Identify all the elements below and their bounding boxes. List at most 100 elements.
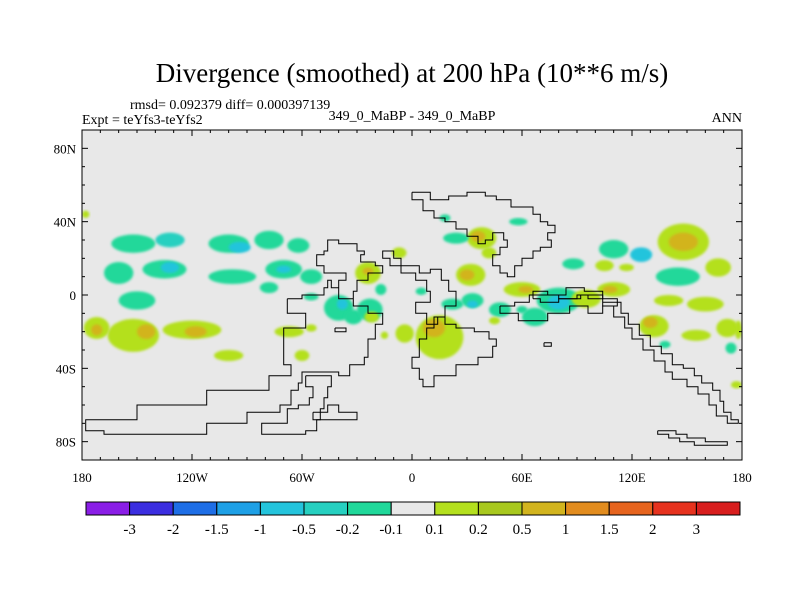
field-blob	[294, 350, 310, 361]
y-tick-label: 0	[70, 288, 77, 303]
field-blob	[259, 282, 279, 294]
colorbar-label: 0.1	[425, 522, 444, 538]
field-blob	[118, 291, 156, 310]
field-blob	[562, 258, 585, 270]
field-blob	[643, 317, 658, 328]
x-axis: 180 120W 60W 0 60E 120E 180	[72, 130, 752, 485]
field-blob	[287, 238, 310, 253]
field-blob	[518, 285, 534, 294]
colorbar-swatch	[434, 501, 479, 516]
field-blob	[467, 300, 478, 308]
field-blob	[184, 326, 207, 338]
field-blob	[82, 210, 90, 218]
chart-title: Divergence (smoothed) at 200 hPa (10**6 …	[156, 58, 668, 88]
field-blob	[705, 258, 732, 277]
x-tick-label: 180	[72, 470, 92, 485]
field-blob	[208, 269, 257, 284]
field-blob	[731, 381, 742, 389]
field-blob	[655, 267, 700, 286]
x-tick-label: 60W	[289, 470, 315, 485]
field-blob	[489, 317, 500, 325]
colorbar-swatch	[390, 501, 436, 516]
field-blob	[725, 342, 737, 354]
field-blob	[228, 241, 251, 253]
colorbar-label: -1.5	[205, 522, 229, 538]
field-blob	[516, 306, 528, 314]
field-blob	[602, 285, 618, 294]
colorbar-label: 1	[562, 522, 570, 538]
colorbar-swatch	[565, 501, 610, 516]
coastline-africa-south	[411, 316, 497, 388]
y-tick-label: 40N	[54, 215, 77, 230]
colorbar-label: -0.2	[336, 522, 360, 538]
field-blob	[619, 263, 634, 272]
plot-background	[82, 130, 742, 460]
season-label: ANN	[712, 111, 742, 126]
colorbar-swatch	[695, 501, 741, 516]
x-tick-label: 180	[732, 470, 752, 485]
field-blob	[375, 284, 387, 295]
field-blob	[303, 293, 319, 301]
y-tick-label: 40S	[56, 361, 76, 376]
field-blob	[595, 260, 614, 272]
field-blob	[443, 232, 469, 244]
field-blob	[305, 324, 317, 332]
colorbar-label: -3	[123, 522, 136, 538]
field-blob	[254, 230, 284, 250]
x-tick-label: 120E	[618, 470, 646, 485]
coastline-maritime-continent	[499, 294, 618, 322]
field-blob	[716, 318, 739, 338]
rmsd-label: rmsd= 0.092379 diff= 0.000397139	[130, 98, 330, 113]
field-blob	[160, 262, 180, 273]
field-blob	[481, 247, 497, 259]
colorbar-label: 0.5	[513, 522, 532, 538]
field-blob	[364, 311, 379, 323]
field-blob	[668, 232, 698, 251]
case-label: 349_0_MaBP - 349_0_MaBP	[329, 109, 496, 124]
field-blob	[300, 269, 323, 284]
colorbar-label: 1.5	[600, 522, 619, 538]
field-blob	[276, 265, 291, 274]
field-blob	[391, 247, 407, 259]
coastline-nw-island	[334, 327, 347, 333]
y-tick-label: 80N	[54, 141, 77, 156]
field-blob	[395, 324, 414, 343]
colorbar-label: -0.5	[292, 522, 316, 538]
field-blob	[137, 324, 156, 339]
field-blob	[654, 295, 684, 306]
field-blob	[509, 218, 528, 226]
colorbar-label: 3	[693, 522, 701, 538]
experiment-label: Expt = teYfs3-teYfs2	[82, 113, 203, 128]
field-blob	[111, 234, 156, 253]
colorbar-swatch	[521, 501, 567, 516]
colorbar-swatch	[477, 501, 523, 516]
field-blob	[630, 247, 653, 262]
coastline-pacific-archipelago	[543, 342, 552, 347]
x-tick-label: 60E	[512, 470, 533, 485]
field-blob	[336, 298, 348, 310]
field-blob	[687, 296, 724, 312]
field-blob	[571, 289, 601, 308]
y-tick-label: 80S	[56, 435, 76, 450]
colorbar-label: -1	[254, 522, 267, 538]
colorbar-label: 0.2	[469, 522, 488, 538]
y-axis: 80N 40N 0 40S 80S	[54, 129, 742, 461]
field-blob	[522, 307, 548, 327]
coastlines	[85, 191, 739, 446]
colorbar-swatch	[259, 501, 305, 516]
colorbar-swatch	[608, 501, 654, 516]
colorbar-swatch	[85, 501, 131, 516]
colorbar-swatch	[216, 501, 261, 516]
colorbar: -3 -2 -1.5 -1 -0.5 -0.2 -0.1 0.1 0.2 0.5 1 1.5 2 3	[85, 501, 741, 538]
coastline-afro-eurasia	[411, 191, 556, 278]
coastline-americas	[85, 239, 384, 435]
divergence-field	[82, 210, 742, 389]
colorbar-label: -0.1	[379, 522, 403, 538]
colorbar-swatch	[129, 501, 174, 516]
field-blob	[599, 240, 629, 259]
coastline-africa-west	[382, 250, 457, 325]
x-tick-label: 120W	[176, 470, 209, 485]
field-blob	[681, 329, 711, 341]
field-blob	[380, 331, 389, 340]
